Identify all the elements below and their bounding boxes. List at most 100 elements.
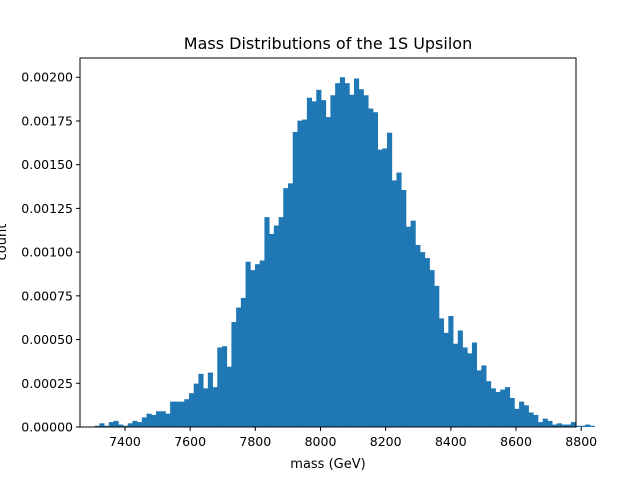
histogram-bar xyxy=(504,387,511,427)
histogram-bar xyxy=(372,112,378,428)
histogram-bar xyxy=(405,226,412,427)
histogram-bar xyxy=(165,413,171,427)
histogram-bar xyxy=(368,108,374,427)
histogram-bar xyxy=(401,190,407,427)
histogram-bar xyxy=(137,422,143,427)
y-tick-label: 0.00050 xyxy=(21,332,73,347)
histogram-bar xyxy=(127,423,133,427)
histogram-bar xyxy=(321,100,327,428)
histogram-bar xyxy=(561,424,567,427)
histogram-bar xyxy=(325,117,331,428)
histogram-bar xyxy=(264,217,270,427)
histogram-bar xyxy=(113,420,119,427)
histogram-bar xyxy=(160,411,166,427)
histogram-bar xyxy=(141,417,147,427)
histogram-bar xyxy=(556,423,562,427)
x-tick-label: 8000 xyxy=(305,434,337,449)
y-tick-label: 0.00175 xyxy=(21,113,73,128)
histogram-bar xyxy=(254,264,261,427)
histogram-bar xyxy=(250,270,256,427)
histogram-bar xyxy=(179,401,185,427)
y-tick-label: 0.00100 xyxy=(21,245,73,260)
histogram-bar xyxy=(288,183,294,427)
histogram-bar xyxy=(514,408,520,427)
histogram-bar xyxy=(589,425,595,427)
histogram-bar xyxy=(443,332,449,427)
histogram-bar xyxy=(292,131,298,427)
histogram-bar xyxy=(245,261,251,427)
x-tick-label: 8600 xyxy=(500,434,532,449)
histogram-bar xyxy=(94,425,100,427)
histogram-bar xyxy=(387,132,393,428)
histogram-bar xyxy=(429,270,435,427)
y-tick-label: 0.00025 xyxy=(21,376,73,391)
histogram-bar xyxy=(358,89,364,428)
histogram-bar xyxy=(509,397,515,427)
y-tick-label: 0.00150 xyxy=(21,157,73,172)
histogram-bar xyxy=(217,347,223,427)
histogram-bar xyxy=(184,399,190,427)
histogram-bar xyxy=(377,149,383,427)
histogram-bar xyxy=(122,425,129,427)
x-tick-label: 8800 xyxy=(565,434,597,449)
histogram-bar xyxy=(424,258,430,427)
histogram-bar xyxy=(391,180,397,427)
y-axis-label: count xyxy=(0,224,10,261)
histogram-bar xyxy=(221,346,228,427)
histogram-bar xyxy=(146,413,152,427)
histogram-bar xyxy=(283,188,289,427)
histogram-bar xyxy=(330,95,336,427)
x-tick-label: 7600 xyxy=(174,434,206,449)
histogram-bar xyxy=(212,387,218,427)
histogram-bar xyxy=(132,420,138,427)
y-tick-label: 0.00200 xyxy=(21,70,73,85)
histogram-bar xyxy=(240,297,246,427)
histogram-bar xyxy=(198,373,204,427)
histogram-bar xyxy=(349,94,355,427)
histogram-bar xyxy=(104,425,110,427)
histogram-bar xyxy=(155,411,162,427)
histogram-bar xyxy=(170,401,176,427)
histogram-bar xyxy=(585,424,591,427)
bars-group xyxy=(94,77,595,428)
plot-frame xyxy=(79,57,577,428)
histogram-bar xyxy=(523,405,529,427)
histogram-bar xyxy=(311,101,317,428)
histogram-bar xyxy=(434,285,440,427)
histogram-bar xyxy=(552,424,558,427)
histogram-bar xyxy=(495,392,501,427)
histogram-bar xyxy=(537,422,544,427)
histogram-bar xyxy=(339,77,345,428)
chart-title: Mass Distributions of the 1S Upsilon xyxy=(184,34,472,53)
histogram-bar xyxy=(542,418,548,427)
histogram-bar xyxy=(151,414,157,427)
histogram-bar xyxy=(226,366,232,427)
histogram-bar xyxy=(269,233,275,427)
histogram-bar xyxy=(420,252,426,427)
x-tick-label: 8400 xyxy=(435,434,467,449)
histogram-bar xyxy=(297,120,303,428)
histogram-bar xyxy=(302,119,308,427)
histogram-bar xyxy=(396,172,402,427)
y-tick-label: 0.00000 xyxy=(21,420,73,435)
y-tick-label: 0.00125 xyxy=(21,201,73,216)
histogram-bar xyxy=(236,307,242,427)
histogram-bar xyxy=(467,353,473,427)
histogram-bar xyxy=(335,83,341,428)
histogram-bar xyxy=(570,422,577,427)
histogram-bar xyxy=(476,370,482,427)
histogram-bar xyxy=(566,424,572,427)
histogram-bar xyxy=(203,388,209,427)
histogram-bar xyxy=(448,315,454,427)
histogram-bar xyxy=(410,220,416,427)
x-axis-label: mass (GeV) xyxy=(290,457,365,472)
histogram-bar xyxy=(438,318,445,427)
histogram-bar xyxy=(547,420,553,427)
histogram-bar xyxy=(575,425,581,427)
histogram-bar xyxy=(453,343,459,427)
histogram-bar xyxy=(278,217,284,427)
histogram-bar xyxy=(118,424,124,427)
histogram-bar xyxy=(457,330,463,427)
histogram-bar xyxy=(490,388,496,427)
